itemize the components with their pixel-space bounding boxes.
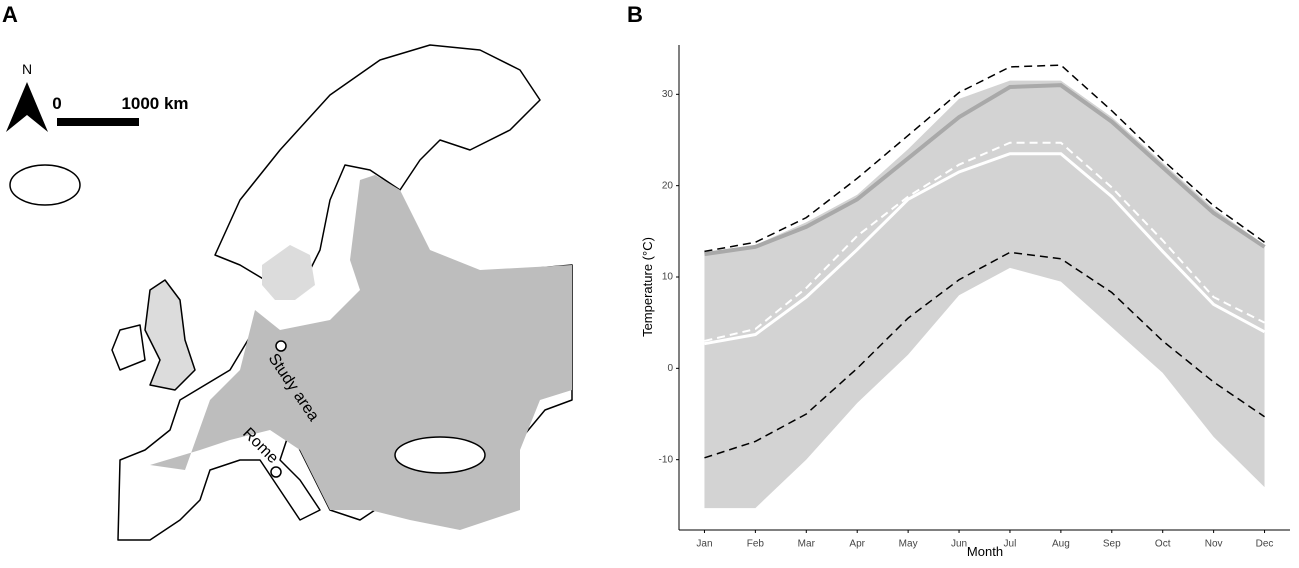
x-tick-label: Apr bbox=[849, 539, 865, 550]
y-tick-label: 0 bbox=[667, 363, 673, 374]
north-arrow bbox=[6, 82, 48, 132]
series-line bbox=[704, 64, 1265, 253]
x-tick-label: Mar bbox=[798, 539, 816, 550]
x-tick-label: Aug bbox=[1052, 539, 1070, 550]
x-tick-label: Dec bbox=[1256, 539, 1274, 550]
land bbox=[111, 324, 146, 371]
y-tick-label: 20 bbox=[662, 180, 674, 191]
x-tick-label: Jan bbox=[696, 539, 712, 550]
x-tick-label: May bbox=[899, 539, 918, 550]
panel-label: A bbox=[2, 2, 18, 27]
series-line bbox=[704, 152, 1266, 346]
range-light bbox=[262, 245, 315, 300]
y-axis-title: Temperature (°C) bbox=[640, 237, 655, 337]
land bbox=[9, 164, 81, 206]
north-label: N bbox=[22, 61, 32, 77]
y-tick-label: 10 bbox=[662, 272, 674, 283]
series-line bbox=[704, 141, 1265, 342]
scale-label: 0 bbox=[52, 94, 61, 113]
x-tick-label: Sep bbox=[1103, 539, 1121, 550]
map bbox=[0, 40, 573, 545]
place-marker bbox=[275, 340, 287, 352]
scale-label: 1000 km bbox=[121, 94, 188, 113]
series-line bbox=[704, 251, 1265, 459]
scale-bar bbox=[57, 118, 139, 126]
x-tick-label: Oct bbox=[1155, 539, 1171, 550]
panel-label: B bbox=[627, 2, 643, 27]
x-axis-title: Month bbox=[967, 544, 1003, 559]
land bbox=[144, 279, 196, 391]
y-tick-label: 30 bbox=[662, 89, 674, 100]
x-tick-label: Jul bbox=[1004, 539, 1017, 550]
range-band bbox=[704, 80, 1265, 509]
series-line bbox=[704, 83, 1266, 257]
x-tick-label: Nov bbox=[1205, 539, 1223, 550]
place-marker bbox=[270, 466, 282, 478]
x-tick-label: Feb bbox=[747, 539, 765, 550]
sea bbox=[394, 436, 486, 474]
y-tick-label: -10 bbox=[659, 454, 674, 465]
x-tick-label: Jun bbox=[951, 539, 967, 550]
